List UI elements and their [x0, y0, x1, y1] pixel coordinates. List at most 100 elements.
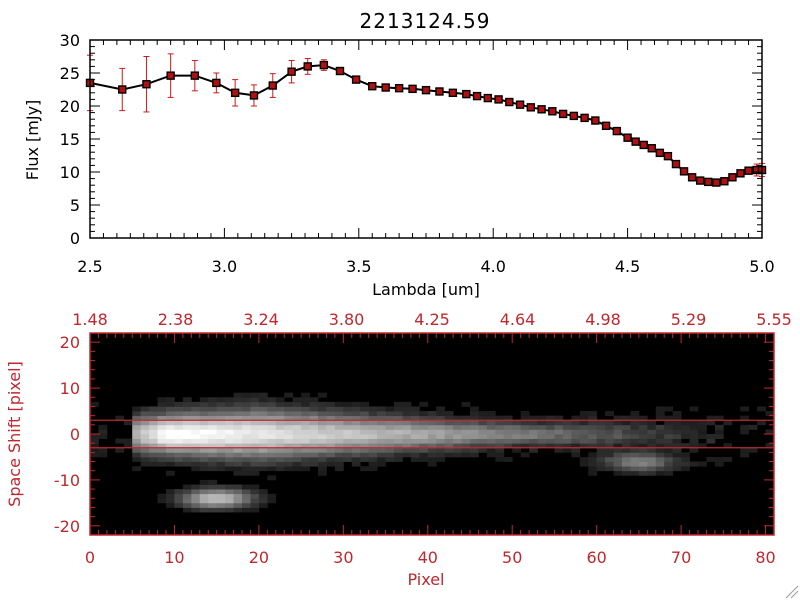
data-point: [335, 66, 345, 76]
image-pixel: [157, 452, 167, 458]
image-pixel: [318, 456, 327, 462]
x-tick-label: 0: [85, 548, 95, 567]
image-pixel: [453, 429, 462, 435]
image-pixel: [258, 493, 268, 499]
image-pixel: [242, 470, 251, 476]
image-pixel: [655, 447, 665, 453]
image-pixel: [174, 406, 184, 412]
image-pixel: [605, 429, 614, 435]
image-pixel: [326, 456, 336, 462]
image-pixel: [343, 443, 353, 449]
resize-grip-icon[interactable]: [785, 585, 799, 599]
image-pixel: [242, 456, 251, 462]
image-pixel: [554, 447, 564, 453]
image-pixel: [250, 470, 260, 476]
image-pixel: [486, 447, 496, 453]
image-pixel: [250, 397, 260, 403]
image-pixel: [571, 443, 581, 449]
image-pixel: [647, 434, 657, 439]
y-tick-label: 30: [60, 31, 80, 50]
image-pixel: [351, 415, 361, 421]
image-pixel: [478, 415, 488, 421]
image-pixel: [596, 461, 606, 467]
image-pixel: [233, 434, 243, 439]
image-pixel: [225, 424, 234, 430]
y-tick-label: -20: [54, 517, 80, 536]
image-pixel: [132, 411, 142, 417]
image-pixel: [174, 424, 184, 430]
top-tick-label: 4.64: [500, 310, 536, 329]
data-point: [647, 144, 656, 153]
image-pixel: [182, 507, 192, 513]
image-pixel: [689, 420, 699, 426]
image-pixel: [284, 438, 294, 444]
image-pixel: [267, 420, 277, 426]
image-pixel: [182, 452, 192, 458]
image-pixel: [520, 415, 530, 421]
data-point: [118, 85, 127, 94]
image-pixel: [309, 415, 319, 421]
image-pixel: [436, 411, 446, 417]
image-pixel: [757, 406, 766, 412]
image-pixel: [199, 466, 209, 472]
spectrum-y-axis-label: Flux [mJy]: [23, 100, 42, 181]
image-pixel: [360, 443, 370, 449]
image-pixel: [267, 411, 277, 417]
image-pixel: [765, 429, 775, 435]
image-pixel: [495, 456, 505, 462]
image-pixel: [377, 456, 386, 462]
image-pixel: [343, 406, 353, 412]
image-pixel: [453, 424, 462, 430]
image-pixel: [368, 461, 378, 467]
image-pixel: [377, 420, 386, 426]
image-pixel: [385, 429, 395, 435]
image-pixel: [199, 461, 209, 467]
image-pixel: [157, 434, 167, 439]
image-pixel: [368, 466, 378, 472]
image-pixel: [191, 502, 201, 508]
image-pixel: [655, 411, 665, 417]
image-pixel: [596, 434, 606, 439]
image-pixel: [579, 461, 589, 467]
image-pixel: [334, 434, 344, 439]
image-pixel: [216, 401, 226, 407]
image-pixel: [216, 484, 226, 490]
image-pixel: [436, 406, 446, 412]
image-pixel: [157, 498, 167, 504]
image-pixel: [326, 429, 336, 435]
data-point: [408, 84, 417, 94]
image-pixel: [123, 443, 133, 449]
image-pixel: [216, 424, 226, 430]
data-point: [368, 81, 377, 91]
image-pixel: [318, 452, 327, 458]
image-pixel: [520, 411, 530, 417]
image-pixel: [242, 411, 251, 417]
image-pixel: [706, 456, 716, 462]
image-pixel: [208, 424, 218, 430]
image-pixel: [622, 456, 631, 462]
image-pixel: [284, 401, 294, 407]
data-point: [448, 88, 458, 98]
image-pixel: [292, 397, 302, 403]
image-pixel: [714, 456, 724, 462]
image-pixel: [292, 420, 302, 426]
image-pixel: [512, 438, 522, 444]
image-pixel: [647, 466, 657, 472]
image-pixel: [149, 424, 158, 430]
spectrum-x-tick-labels: 2.5 3.0 3.5 4.0 4.5 5.0: [77, 257, 774, 276]
image-pixel: [655, 429, 665, 435]
image-pixel: [740, 429, 750, 435]
image-pixel: [318, 434, 327, 439]
image-pixel: [208, 493, 218, 499]
image-pixel: [208, 498, 218, 504]
image-pixel: [191, 443, 201, 449]
image-pixel: [622, 452, 631, 458]
image-pixel: [520, 420, 530, 426]
image-pixel: [394, 406, 403, 412]
image-pixel: [571, 415, 581, 421]
image-pixel: [199, 507, 209, 513]
image-pixel: [529, 434, 538, 439]
image-pixel: [613, 434, 623, 439]
image-pixel: [157, 420, 167, 426]
image-pixel: [402, 434, 412, 439]
